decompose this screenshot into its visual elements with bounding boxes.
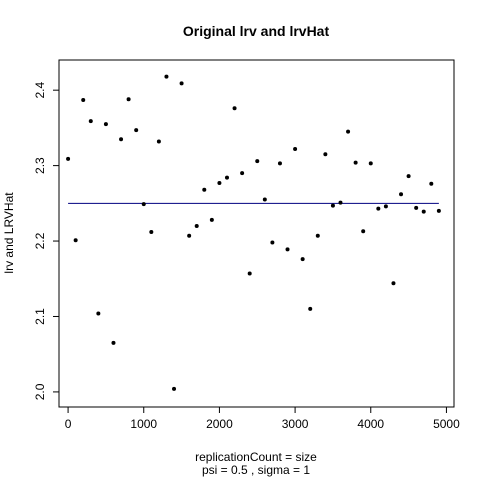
x-tick-label: 1000 <box>130 417 157 431</box>
y-axis-label: lrv and LRVHat <box>2 192 16 274</box>
data-point <box>194 223 199 228</box>
y-tick-label: 2.4 <box>33 82 47 99</box>
data-point <box>149 229 154 234</box>
y-tick-label: 2.0 <box>33 383 47 400</box>
data-point <box>361 229 366 234</box>
data-point <box>338 200 343 205</box>
data-point <box>217 180 222 185</box>
data-point <box>315 233 320 238</box>
data-point <box>406 174 411 179</box>
data-point <box>209 217 214 222</box>
data-point <box>323 152 328 157</box>
data-point <box>383 204 388 209</box>
data-point <box>436 208 441 213</box>
data-point <box>156 139 161 144</box>
data-point <box>308 306 313 311</box>
data-point <box>224 175 229 180</box>
data-point <box>300 257 305 262</box>
x-axis-label: replicationCount = size <box>195 450 317 464</box>
chart-title: Original lrv and lrvHat <box>183 23 330 39</box>
data-point <box>141 202 146 207</box>
data-point <box>179 81 184 86</box>
data-point <box>187 233 192 238</box>
data-point <box>285 247 290 252</box>
data-point <box>414 205 419 210</box>
data-point <box>172 386 177 391</box>
y-tick-label: 2.2 <box>33 232 47 249</box>
data-point <box>391 281 396 286</box>
plot-frame <box>58 59 455 408</box>
data-point <box>353 160 358 165</box>
data-point <box>247 271 252 276</box>
data-point <box>330 203 335 208</box>
x-tick-label: 4000 <box>357 417 384 431</box>
data-point <box>103 122 108 127</box>
y-tick-label: 2.3 <box>33 157 47 174</box>
data-point <box>81 97 86 102</box>
x-axis: 0 1000 2000 3000 4000 5000 <box>65 407 460 431</box>
x-tick-label: 5000 <box>433 417 460 431</box>
x-tick-label: 2000 <box>206 417 233 431</box>
data-point <box>262 197 267 202</box>
data-point <box>232 106 237 111</box>
x-tick-label: 0 <box>65 417 72 431</box>
data-point <box>270 240 275 245</box>
data-point <box>164 74 169 79</box>
data-point <box>293 147 298 152</box>
data-point <box>421 209 426 214</box>
x-axis-sublabel: psi = 0.5 , sigma = 1 <box>202 463 310 477</box>
data-point <box>126 97 131 102</box>
data-point <box>119 137 124 142</box>
data-point <box>88 119 93 124</box>
data-points <box>66 74 441 391</box>
data-point <box>399 192 404 197</box>
data-point <box>429 181 434 186</box>
y-tick-label: 2.1 <box>33 308 47 325</box>
data-point <box>277 161 282 166</box>
data-point <box>255 159 260 164</box>
data-point <box>96 311 101 316</box>
x-tick-label: 3000 <box>282 417 309 431</box>
data-point <box>376 206 381 211</box>
data-point <box>368 161 373 166</box>
data-point <box>73 238 78 243</box>
data-point <box>111 340 116 345</box>
data-point <box>134 128 139 133</box>
data-point <box>66 156 71 161</box>
data-point <box>202 187 207 192</box>
data-point <box>346 129 351 134</box>
y-axis: 2.0 2.1 2.2 2.3 2.4 <box>33 82 59 400</box>
data-point <box>240 171 245 176</box>
